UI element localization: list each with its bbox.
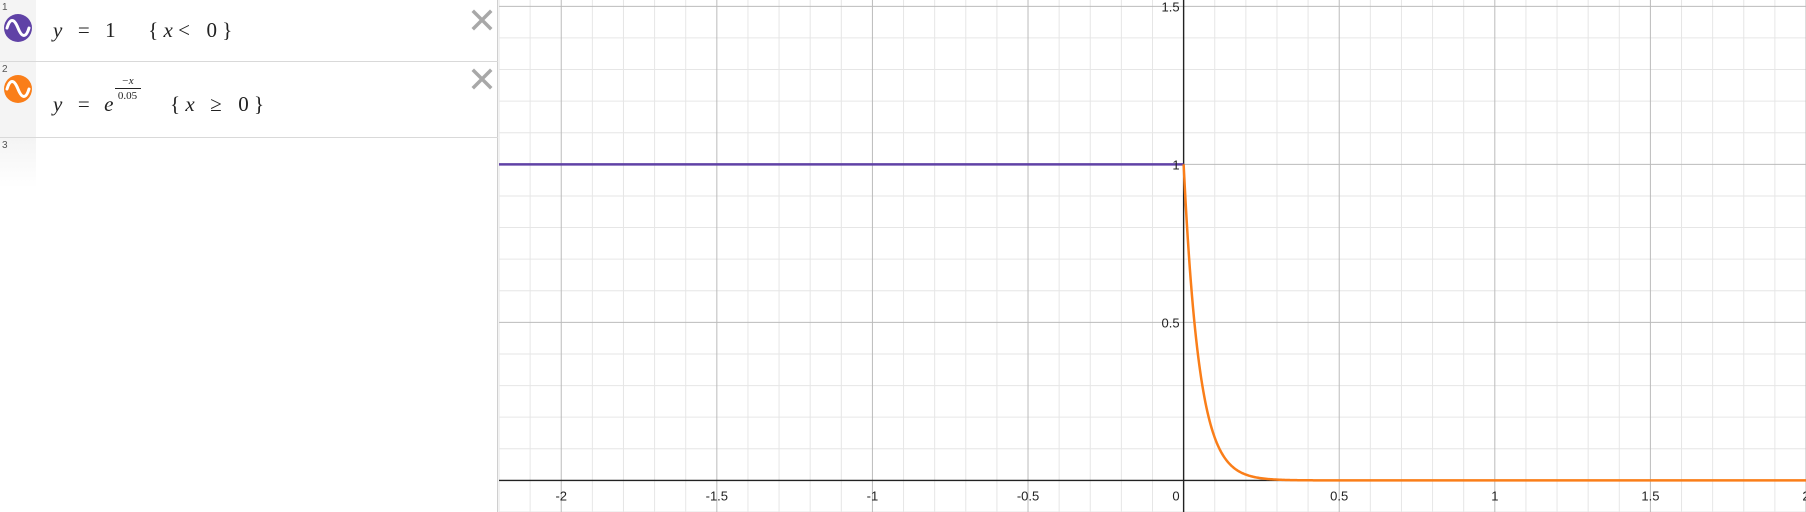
y-tick-label: 1.5 <box>1162 0 1180 14</box>
expression-index: 3 <box>2 140 8 151</box>
exponent-denominator: 0.05 <box>117 90 138 102</box>
x-tick-label: 0.5 <box>1330 488 1348 503</box>
curve-exponential-decay <box>1182 164 1806 482</box>
close-icon <box>471 9 493 31</box>
condition-close-brace: } <box>253 92 265 116</box>
delete-expression-button[interactable] <box>470 8 494 32</box>
expression-row-3[interactable]: 3 <box>0 138 498 188</box>
equals-sign: = <box>77 18 90 42</box>
condition-close-brace: } <box>222 18 233 42</box>
y-tick-label: 1 <box>1172 157 1179 172</box>
tick-labels: -2 -1.5 -1 -0.5 0 0.5 1 1.5 2 0.5 1 1.5 <box>555 0 1806 503</box>
x-tick-label: -0.5 <box>1017 488 1039 503</box>
condition-open-brace: { <box>148 18 159 42</box>
condition-variable: x <box>185 92 195 116</box>
x-tick-label: 1.5 <box>1641 488 1659 503</box>
x-tick-label: -1 <box>867 488 879 503</box>
lhs-variable: y <box>53 18 63 42</box>
lhs-variable: y <box>53 92 63 116</box>
x-tick-label: -2 <box>555 488 567 503</box>
expression-row-2[interactable]: 2 y = e −x 0.05 { x ≥ 0 } <box>0 62 498 138</box>
expression-list: 1 y = 1 { x < 0 } <box>0 0 498 512</box>
condition-variable: x <box>163 18 173 42</box>
expression-index: 2 <box>2 64 8 75</box>
exponent-numerator: −x <box>114 75 141 89</box>
condition-operator: ≥ <box>210 92 222 116</box>
x-tick-label: 1 <box>1491 488 1498 503</box>
condition-operator: < <box>178 18 190 42</box>
exponential-base: e <box>104 92 114 116</box>
expression-index: 1 <box>2 2 8 13</box>
expression-gutter: 1 <box>0 0 36 61</box>
condition-value: 0 <box>238 92 249 116</box>
sine-wave-icon[interactable] <box>3 74 33 109</box>
curves <box>499 163 1806 482</box>
expression-gutter: 2 <box>0 62 36 137</box>
exponent: −x 0.05 <box>114 75 142 117</box>
x-tick-label: 2 <box>1802 488 1806 503</box>
expression-gutter: 3 <box>0 138 36 188</box>
expression-math[interactable]: y = 1 { x < 0 } <box>53 18 232 43</box>
equals-sign: = <box>77 92 90 116</box>
minor-grid <box>498 0 1806 512</box>
x-tick-label: 0 <box>1172 488 1179 503</box>
close-icon <box>471 68 493 90</box>
condition-value: 0 <box>206 18 217 42</box>
exponent-fraction: −x 0.05 <box>114 75 141 102</box>
expression-math[interactable]: y = e −x 0.05 { x ≥ 0 } <box>53 75 265 117</box>
expression-row-1[interactable]: 1 y = 1 { x < 0 } <box>0 0 498 62</box>
sine-wave-icon[interactable] <box>3 13 33 48</box>
condition-open-brace: { <box>170 92 181 116</box>
y-tick-label: 0.5 <box>1162 315 1180 330</box>
delete-expression-button[interactable] <box>470 67 494 91</box>
constant-value: 1 <box>105 18 116 42</box>
x-tick-label: -1.5 <box>706 488 728 503</box>
